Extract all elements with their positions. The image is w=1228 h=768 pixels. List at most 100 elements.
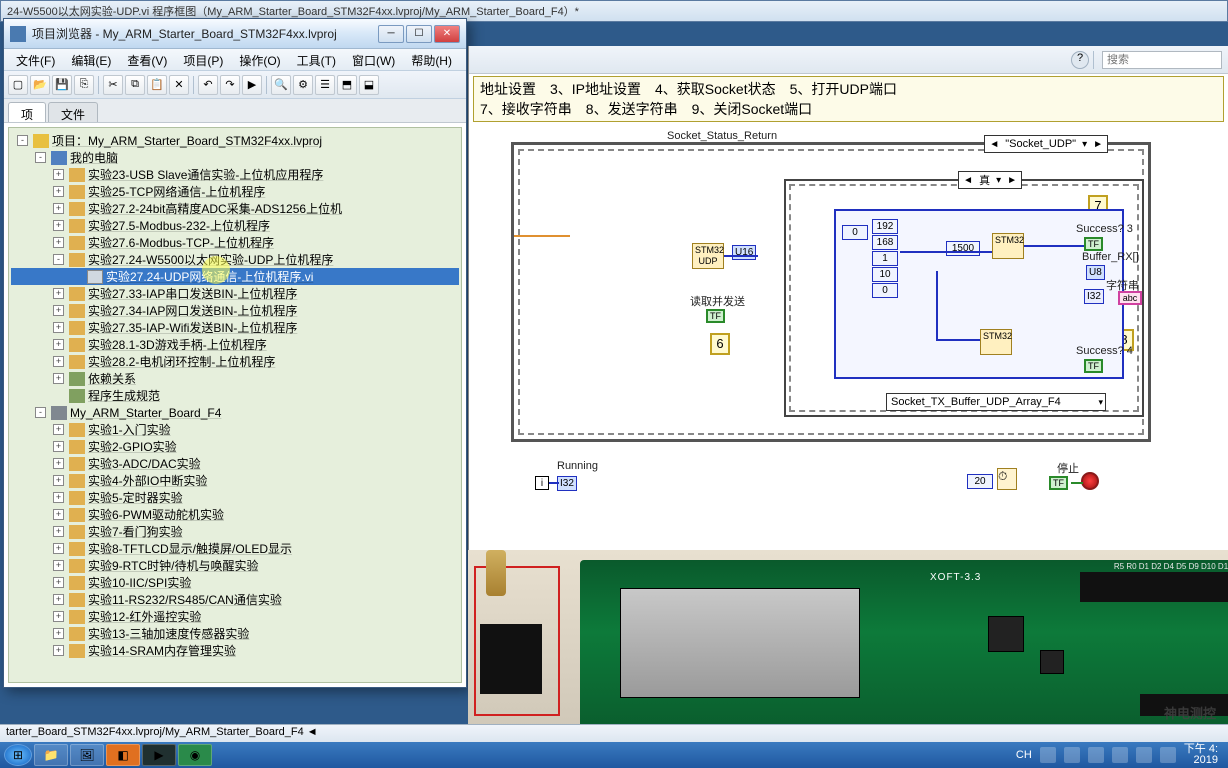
expand-toggle[interactable]: +: [53, 543, 64, 554]
block-diagram[interactable]: Socket_Status_Return Socket_0 STM32 4 ◄"…: [477, 130, 1177, 490]
tree-row[interactable]: +实验27.33-IAP串口发送BIN-上位机程序: [11, 285, 459, 302]
expand-toggle[interactable]: +: [53, 305, 64, 316]
project-tree[interactable]: -项目：My_ARM_Starter_Board_STM32F4xx.lvpro…: [8, 127, 462, 683]
stm32-node-tx[interactable]: STM32: [980, 329, 1012, 355]
copy-button[interactable]: ⧉: [125, 75, 145, 95]
expand-toggle[interactable]: +: [53, 577, 64, 588]
cfg1-button[interactable]: ⚙: [293, 75, 313, 95]
save-button[interactable]: 💾: [52, 75, 72, 95]
tree-row[interactable]: +依赖关系: [11, 370, 459, 387]
taskbar[interactable]: ⊞ 📁 🖼 ◧ ▶ ◉ CH 下午 4: 2019: [0, 742, 1228, 768]
stm32-udp-node[interactable]: STM32UDP: [692, 243, 724, 269]
tray-icon[interactable]: [1088, 747, 1104, 763]
taskbar-explorer[interactable]: 📁: [34, 744, 68, 766]
wait-20[interactable]: 20: [967, 474, 993, 489]
editor-toolbar[interactable]: ?: [469, 46, 1228, 74]
expand-toggle[interactable]: +: [53, 526, 64, 537]
close-button[interactable]: ✕: [434, 25, 460, 43]
expand-toggle[interactable]: +: [53, 169, 64, 180]
expand-toggle[interactable]: +: [53, 237, 64, 248]
ip-octet-3[interactable]: 10: [872, 267, 898, 282]
menu-item[interactable]: 查看(V): [119, 49, 175, 70]
expand-toggle[interactable]: +: [53, 611, 64, 622]
tx-array-ring[interactable]: Socket_TX_Buffer_UDP_Array_F4: [886, 393, 1106, 411]
tree-row[interactable]: +实验23-USB Slave通信实验-上位机应用程序: [11, 166, 459, 183]
tree-row[interactable]: +实验27.35-IAP-Wifi发送BIN-上位机程序: [11, 319, 459, 336]
tree-row[interactable]: +实验10-IIC/SPI实验: [11, 574, 459, 591]
run-button[interactable]: ▶: [242, 75, 262, 95]
ip-octet-1[interactable]: 168: [872, 235, 898, 250]
tree-row[interactable]: +实验2-GPIO实验: [11, 438, 459, 455]
tree-row[interactable]: -我的电脑: [11, 149, 459, 166]
paste-button[interactable]: 📋: [147, 75, 167, 95]
tree-row[interactable]: 程序生成规范: [11, 387, 459, 404]
expand-toggle[interactable]: +: [53, 288, 64, 299]
help-button[interactable]: ?: [1071, 51, 1089, 69]
cut-button[interactable]: ✂: [103, 75, 123, 95]
tree-row[interactable]: +实验27.5-Modbus-232-上位机程序: [11, 217, 459, 234]
expand-toggle[interactable]: +: [53, 594, 64, 605]
tree-row[interactable]: +实验13-三轴加速度传感器实验: [11, 625, 459, 642]
menu-item[interactable]: 项目(P): [175, 49, 231, 70]
tree-row[interactable]: 实验27.24-UDP网络通信-上位机程序.vi: [11, 268, 459, 285]
case-structure-outer[interactable]: ◄"Socket_UDP"▾► STM32UDP U16 读取并发送 TF 6 …: [511, 142, 1151, 442]
n-1500[interactable]: 1500: [946, 241, 980, 256]
tree-row[interactable]: +实验27.34-IAP网口发送BIN-上位机程序: [11, 302, 459, 319]
expand-toggle[interactable]: +: [53, 186, 64, 197]
ime-indicator[interactable]: CH: [1016, 749, 1032, 761]
tree-row[interactable]: +实验1-入门实验: [11, 421, 459, 438]
pe-toolbar[interactable]: ▢📂💾⎘✂⧉📋✕↶↷▶🔍⚙☰⬒⬓: [4, 71, 466, 99]
save-all-button[interactable]: ⎘: [74, 75, 94, 95]
tree-row[interactable]: +实验14-SRAM内存管理实验: [11, 642, 459, 659]
search-input[interactable]: [1102, 51, 1222, 69]
menu-item[interactable]: 文件(F): [8, 49, 63, 70]
expand-toggle[interactable]: +: [53, 220, 64, 231]
tree-row[interactable]: +实验28.2-电机闭环控制-上位机程序: [11, 353, 459, 370]
stm32-node-rx[interactable]: STM32: [992, 233, 1024, 259]
pe-titlebar[interactable]: 项目浏览器 - My_ARM_Starter_Board_STM32F4xx.l…: [4, 19, 466, 49]
tray-icon[interactable]: [1112, 747, 1128, 763]
expand-toggle[interactable]: +: [53, 475, 64, 486]
expand-toggle[interactable]: +: [53, 339, 64, 350]
tray-icon[interactable]: [1040, 747, 1056, 763]
cfg2-button[interactable]: ☰: [315, 75, 335, 95]
expand-toggle[interactable]: +: [53, 492, 64, 503]
cfg3-button[interactable]: ⬒: [337, 75, 357, 95]
tree-row[interactable]: +实验5-定时器实验: [11, 489, 459, 506]
tree-row[interactable]: +实验11-RS232/RS485/CAN通信实验: [11, 591, 459, 608]
tree-row[interactable]: +实验7-看门狗实验: [11, 523, 459, 540]
pe-tabs[interactable]: 项 文件: [4, 99, 466, 123]
menu-item[interactable]: 工具(T): [289, 49, 344, 70]
tray-icon[interactable]: [1064, 747, 1080, 763]
expand-toggle[interactable]: +: [53, 645, 64, 656]
redo-button[interactable]: ↷: [220, 75, 240, 95]
expand-toggle[interactable]: +: [53, 628, 64, 639]
expand-toggle[interactable]: +: [53, 356, 64, 367]
expand-toggle[interactable]: -: [53, 254, 64, 265]
ip-octet-2[interactable]: 1: [872, 251, 898, 266]
expand-toggle[interactable]: +: [53, 203, 64, 214]
find-button[interactable]: 🔍: [271, 75, 291, 95]
stop-button[interactable]: [1081, 472, 1099, 490]
expand-toggle[interactable]: -: [35, 152, 46, 163]
expand-toggle[interactable]: -: [17, 135, 28, 146]
tab-files[interactable]: 文件: [48, 102, 98, 122]
cfg4-button[interactable]: ⬓: [359, 75, 379, 95]
taskbar-photos[interactable]: 🖼: [70, 744, 104, 766]
tree-row[interactable]: +实验8-TFTLCD显示/触摸屏/OLED显示: [11, 540, 459, 557]
expand-toggle[interactable]: +: [53, 424, 64, 435]
tree-row[interactable]: +实验27.6-Modbus-TCP-上位机程序: [11, 234, 459, 251]
delete-button[interactable]: ✕: [169, 75, 189, 95]
expand-toggle[interactable]: +: [53, 458, 64, 469]
taskbar-camtasia[interactable]: ◉: [178, 744, 212, 766]
maximize-button[interactable]: ☐: [406, 25, 432, 43]
expand-toggle[interactable]: +: [53, 373, 64, 384]
tree-row[interactable]: -项目：My_ARM_Starter_Board_STM32F4xx.lvpro…: [11, 132, 459, 149]
open-button[interactable]: 📂: [30, 75, 50, 95]
case-selector-inner[interactable]: ◄真▾►: [958, 171, 1022, 189]
tree-row[interactable]: +实验28.1-3D游戏手柄-上位机程序: [11, 336, 459, 353]
taskbar-labview[interactable]: ▶: [142, 744, 176, 766]
pe-menubar[interactable]: 文件(F)编辑(E)查看(V)项目(P)操作(O)工具(T)窗口(W)帮助(H): [4, 49, 466, 71]
ip-octet-4[interactable]: 0: [872, 283, 898, 298]
start-button[interactable]: ⊞: [4, 744, 32, 766]
